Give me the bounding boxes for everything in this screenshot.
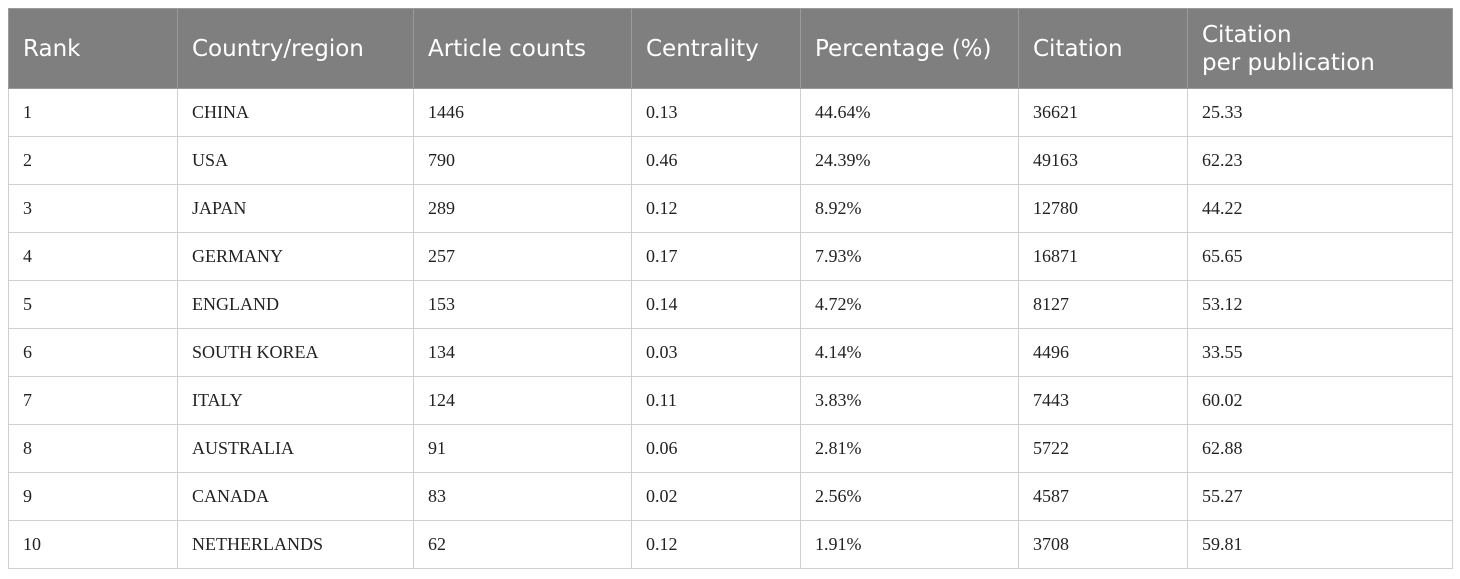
table-row: 10 NETHERLANDS 62 0.12 1.91% 3708 59.81 (8, 520, 1453, 569)
cell-centrality: 0.06 (631, 424, 801, 473)
cell-citation: 4587 (1018, 472, 1188, 521)
cell-country: JAPAN (177, 184, 414, 233)
cell-citation-per-publication: 55.27 (1187, 472, 1453, 521)
table-row: 6 SOUTH KOREA 134 0.03 4.14% 4496 33.55 (8, 328, 1453, 377)
cell-centrality: 0.12 (631, 184, 801, 233)
cell-country: ITALY (177, 376, 414, 425)
header-percentage: Percentage (%) (800, 8, 1019, 89)
table-row: 5 ENGLAND 153 0.14 4.72% 8127 53.12 (8, 280, 1453, 329)
cell-rank: 1 (8, 88, 178, 137)
cell-percentage: 2.81% (800, 424, 1019, 473)
cell-citation: 16871 (1018, 232, 1188, 281)
cell-percentage: 44.64% (800, 88, 1019, 137)
header-rank: Rank (8, 8, 178, 89)
cell-percentage: 8.92% (800, 184, 1019, 233)
cell-centrality: 0.14 (631, 280, 801, 329)
cell-citation-per-publication: 33.55 (1187, 328, 1453, 377)
cell-centrality: 0.17 (631, 232, 801, 281)
cell-citation-per-publication: 59.81 (1187, 520, 1453, 569)
cell-centrality: 0.12 (631, 520, 801, 569)
cell-percentage: 7.93% (800, 232, 1019, 281)
cell-article-count: 790 (413, 136, 632, 185)
cell-citation-per-publication: 44.22 (1187, 184, 1453, 233)
cell-article-count: 62 (413, 520, 632, 569)
table-row: 2 USA 790 0.46 24.39% 49163 62.23 (8, 136, 1453, 185)
cell-rank: 5 (8, 280, 178, 329)
cell-citation-per-publication: 65.65 (1187, 232, 1453, 281)
cell-citation: 36621 (1018, 88, 1188, 137)
cell-country: USA (177, 136, 414, 185)
header-row: Rank Country/region Article counts Centr… (8, 8, 1453, 89)
cell-article-count: 289 (413, 184, 632, 233)
cell-rank: 9 (8, 472, 178, 521)
cell-citation-per-publication: 62.88 (1187, 424, 1453, 473)
header-citation-per-publication: Citation per publication (1187, 8, 1453, 89)
cell-country: SOUTH KOREA (177, 328, 414, 377)
header-article-counts: Article counts (413, 8, 632, 89)
cell-rank: 6 (8, 328, 178, 377)
cell-citation: 12780 (1018, 184, 1188, 233)
cell-percentage: 2.56% (800, 472, 1019, 521)
cell-country: GERMANY (177, 232, 414, 281)
cell-percentage: 1.91% (800, 520, 1019, 569)
table-row: 7 ITALY 124 0.11 3.83% 7443 60.02 (8, 376, 1453, 425)
cell-article-count: 124 (413, 376, 632, 425)
header-centrality: Centrality (631, 8, 801, 89)
cell-article-count: 91 (413, 424, 632, 473)
cell-citation: 4496 (1018, 328, 1188, 377)
cell-country: CANADA (177, 472, 414, 521)
cell-rank: 8 (8, 424, 178, 473)
cell-centrality: 0.46 (631, 136, 801, 185)
table-row: 1 CHINA 1446 0.13 44.64% 36621 25.33 (8, 88, 1453, 137)
cell-citation: 7443 (1018, 376, 1188, 425)
cell-article-count: 83 (413, 472, 632, 521)
cell-rank: 3 (8, 184, 178, 233)
table-header: Rank Country/region Article counts Centr… (8, 8, 1453, 89)
cell-citation: 3708 (1018, 520, 1188, 569)
cell-citation: 8127 (1018, 280, 1188, 329)
table-body: 1 CHINA 1446 0.13 44.64% 36621 25.33 2 USA 790 0.4… (8, 88, 1453, 569)
cell-country: ENGLAND (177, 280, 414, 329)
cell-article-count: 1446 (413, 88, 632, 137)
cell-percentage: 24.39% (800, 136, 1019, 185)
cell-citation-per-publication: 60.02 (1187, 376, 1453, 425)
header-country-region: Country/region (177, 8, 414, 89)
cell-percentage: 4.72% (800, 280, 1019, 329)
cell-article-count: 153 (413, 280, 632, 329)
table-row: 3 JAPAN 289 0.12 8.92% 12780 44.22 (8, 184, 1453, 233)
cell-percentage: 4.14% (800, 328, 1019, 377)
cell-percentage: 3.83% (800, 376, 1019, 425)
cell-rank: 10 (8, 520, 178, 569)
table-row: 4 GERMANY 257 0.17 7.93% 16871 65.65 (8, 232, 1453, 281)
cell-centrality: 0.02 (631, 472, 801, 521)
cell-citation: 49163 (1018, 136, 1188, 185)
cell-citation-per-publication: 62.23 (1187, 136, 1453, 185)
cell-citation: 5722 (1018, 424, 1188, 473)
cell-country: AUSTRALIA (177, 424, 414, 473)
country-ranking-table: Rank Country/region Article counts Centr… (8, 8, 1453, 569)
cell-citation-per-publication: 25.33 (1187, 88, 1453, 137)
cell-citation-per-publication: 53.12 (1187, 280, 1453, 329)
cell-article-count: 134 (413, 328, 632, 377)
cell-centrality: 0.13 (631, 88, 801, 137)
cell-rank: 4 (8, 232, 178, 281)
cell-country: CHINA (177, 88, 414, 137)
cell-centrality: 0.03 (631, 328, 801, 377)
cell-rank: 7 (8, 376, 178, 425)
cell-article-count: 257 (413, 232, 632, 281)
cell-centrality: 0.11 (631, 376, 801, 425)
cell-rank: 2 (8, 136, 178, 185)
cell-country: NETHERLANDS (177, 520, 414, 569)
table-row: 9 CANADA 83 0.02 2.56% 4587 55.27 (8, 472, 1453, 521)
header-citation: Citation (1018, 8, 1188, 89)
table-row: 8 AUSTRALIA 91 0.06 2.81% 5722 62.88 (8, 424, 1453, 473)
